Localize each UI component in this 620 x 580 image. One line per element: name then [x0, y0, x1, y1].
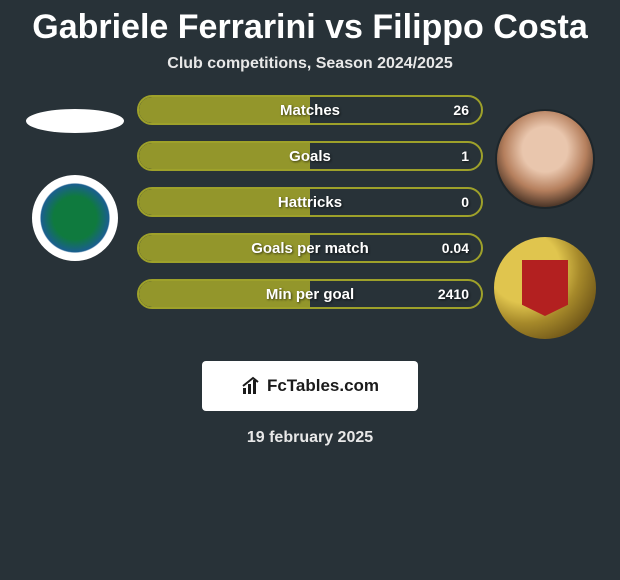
page-title: Gabriele Ferrarini vs Filippo Costa — [0, 8, 620, 47]
stat-value-right: 26 — [453, 102, 469, 118]
date-line: 19 february 2025 — [0, 429, 620, 447]
stat-row: Matches 26 — [137, 95, 483, 125]
stat-row: Hattricks 0 — [137, 187, 483, 217]
player-right-column — [493, 95, 597, 339]
stat-fill-left — [139, 143, 310, 169]
stat-label: Goals — [289, 148, 331, 165]
stat-value-right: 1 — [461, 148, 469, 164]
stat-label: Hattricks — [278, 194, 342, 211]
stats-column: Matches 26 Goals 1 Hattricks 0 Goals per match… — [137, 95, 483, 309]
stat-row: Goals per match 0.04 — [137, 233, 483, 263]
comparison-row: Matches 26 Goals 1 Hattricks 0 Goals per match… — [0, 95, 620, 339]
player-left-avatar — [26, 109, 124, 133]
brand-box: FcTables.com — [202, 361, 418, 411]
player-left-column — [23, 95, 127, 261]
club-right-badge — [494, 237, 596, 339]
infographic-root: Gabriele Ferrarini vs Filippo Costa Club… — [0, 0, 620, 447]
stat-row: Min per goal 2410 — [137, 279, 483, 309]
subtitle: Club competitions, Season 2024/2025 — [0, 55, 620, 73]
stat-value-right: 0 — [461, 194, 469, 210]
stat-label: Min per goal — [266, 286, 354, 303]
chart-icon — [241, 376, 261, 396]
stat-value-right: 2410 — [438, 286, 469, 302]
brand-text: FcTables.com — [267, 376, 379, 396]
club-left-badge — [32, 175, 118, 261]
stat-row: Goals 1 — [137, 141, 483, 171]
stat-label: Goals per match — [251, 240, 369, 257]
stat-label: Matches — [280, 102, 340, 119]
stat-value-right: 0.04 — [442, 240, 469, 256]
player-right-avatar — [495, 109, 595, 209]
